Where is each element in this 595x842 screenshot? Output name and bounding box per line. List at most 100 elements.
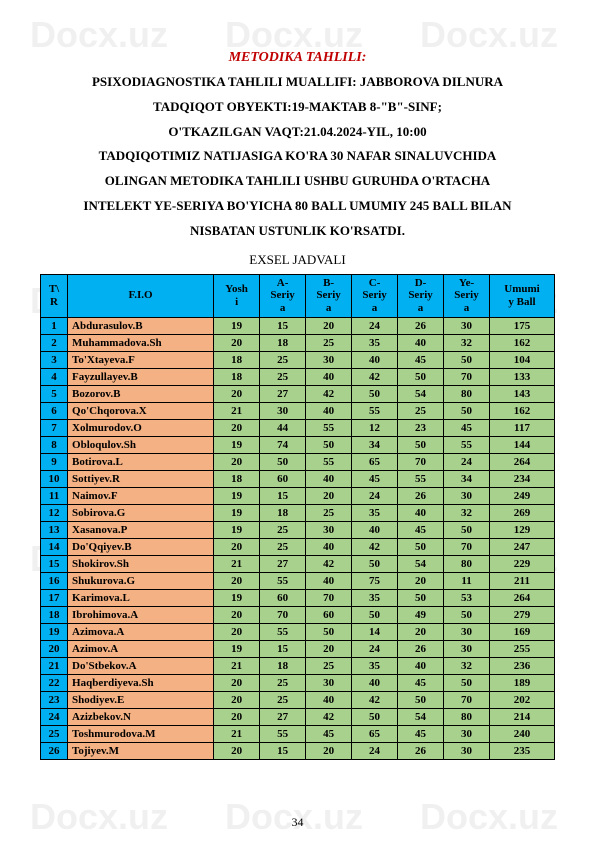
- table-cell: 3: [41, 351, 68, 368]
- table-cell: 50: [306, 436, 352, 453]
- table-cell: Botirova.L: [68, 453, 214, 470]
- table-cell: 240: [490, 725, 555, 742]
- table-cell: 27: [260, 708, 306, 725]
- table-cell: 133: [490, 368, 555, 385]
- table-cell: 21: [214, 657, 260, 674]
- table-cell: 30: [444, 317, 490, 334]
- table-cell: 42: [352, 538, 398, 555]
- table-cell: 4: [41, 368, 68, 385]
- table-cell: 50: [444, 351, 490, 368]
- table-cell: 70: [444, 368, 490, 385]
- table-cell: 202: [490, 691, 555, 708]
- table-cell: 25: [398, 402, 444, 419]
- table-cell: 25: [260, 351, 306, 368]
- table-cell: 40: [398, 334, 444, 351]
- table-cell: Haqberdiyeva.Sh: [68, 674, 214, 691]
- table-cell: 50: [306, 623, 352, 640]
- table-body: 1Abdurasulov.B1915202426301752Muhammadov…: [41, 317, 555, 759]
- table-cell: Do'Stbekov.A: [68, 657, 214, 674]
- table-cell: 19: [214, 589, 260, 606]
- table-header-cell: C-Seriya: [352, 274, 398, 317]
- table-cell: 18: [260, 334, 306, 351]
- table-cell: 23: [398, 419, 444, 436]
- table-cell: 15: [260, 317, 306, 334]
- table-cell: 247: [490, 538, 555, 555]
- table-cell: 45: [398, 521, 444, 538]
- table-cell: 55: [444, 436, 490, 453]
- table-cell: 32: [444, 504, 490, 521]
- table-cell: 117: [490, 419, 555, 436]
- table-cell: 30: [444, 742, 490, 759]
- table-cell: 40: [306, 402, 352, 419]
- table-cell: 45: [398, 674, 444, 691]
- table-cell: 42: [352, 368, 398, 385]
- table-cell: 19: [214, 436, 260, 453]
- table-cell: 55: [306, 419, 352, 436]
- table-cell: 40: [306, 538, 352, 555]
- table-cell: Sobirova.G: [68, 504, 214, 521]
- table-cell: 162: [490, 402, 555, 419]
- table-cell: Shukurova.G: [68, 572, 214, 589]
- table-cell: 18: [214, 470, 260, 487]
- table-cell: 35: [352, 504, 398, 521]
- table-cell: 129: [490, 521, 555, 538]
- table-cell: 26: [398, 317, 444, 334]
- table-cell: 236: [490, 657, 555, 674]
- table-cell: 25: [260, 538, 306, 555]
- table-cell: 40: [352, 674, 398, 691]
- table-cell: Fayzullayev.B: [68, 368, 214, 385]
- table-cell: 175: [490, 317, 555, 334]
- table-cell: 279: [490, 606, 555, 623]
- table-cell: To'Xtayeva.F: [68, 351, 214, 368]
- table-cell: 55: [352, 402, 398, 419]
- table-cell: 20: [41, 640, 68, 657]
- table-cell: 42: [352, 691, 398, 708]
- table-cell: 21: [41, 657, 68, 674]
- heading-line: INTELEKT YE-SERIYA BO'YICHA 80 BALL UMUM…: [40, 196, 555, 217]
- table-cell: 20: [214, 419, 260, 436]
- table-header-cell: D-Seriya: [398, 274, 444, 317]
- table-row: 20Azimov.A191520242630255: [41, 640, 555, 657]
- table-cell: 25: [41, 725, 68, 742]
- table-cell: 18: [41, 606, 68, 623]
- table-cell: 42: [306, 385, 352, 402]
- table-cell: 264: [490, 453, 555, 470]
- table-cell: Shodiyev.E: [68, 691, 214, 708]
- table-cell: Karimova.L: [68, 589, 214, 606]
- table-cell: 19: [214, 521, 260, 538]
- table-cell: 40: [306, 470, 352, 487]
- table-cell: 19: [41, 623, 68, 640]
- table-header-cell: Umumiy Ball: [490, 274, 555, 317]
- table-cell: 70: [444, 691, 490, 708]
- table-cell: 30: [306, 674, 352, 691]
- table-cell: 20: [306, 317, 352, 334]
- table-cell: 20: [214, 606, 260, 623]
- table-cell: 27: [260, 385, 306, 402]
- table-cell: 32: [444, 657, 490, 674]
- table-cell: Qo'Chqorova.X: [68, 402, 214, 419]
- table-cell: 25: [306, 657, 352, 674]
- table-cell: 15: [260, 487, 306, 504]
- table-cell: 45: [398, 725, 444, 742]
- table-cell: 30: [260, 402, 306, 419]
- table-cell: 40: [306, 572, 352, 589]
- table-cell: 6: [41, 402, 68, 419]
- table-title: EXSEL JADVALI: [40, 252, 555, 268]
- table-cell: 25: [260, 521, 306, 538]
- table-cell: 20: [214, 538, 260, 555]
- table-cell: 44: [260, 419, 306, 436]
- table-cell: 13: [41, 521, 68, 538]
- table-cell: 50: [352, 708, 398, 725]
- table-cell: Azimov.A: [68, 640, 214, 657]
- table-cell: 249: [490, 487, 555, 504]
- table-row: 18Ibrohimova.A207060504950279: [41, 606, 555, 623]
- table-cell: 25: [260, 674, 306, 691]
- table-row: 2Muhammadova.Sh201825354032162: [41, 334, 555, 351]
- heading-line: O'TKAZILGAN VAQT:21.04.2024-YIL, 10:00: [40, 122, 555, 143]
- table-header-cell: T\R: [41, 274, 68, 317]
- table-cell: 55: [398, 470, 444, 487]
- table-cell: 11: [444, 572, 490, 589]
- page-content: METODIKA TAHLILI: PSIXODIAGNOSTIKA TAHLI…: [0, 0, 595, 760]
- table-cell: 60: [260, 470, 306, 487]
- heading-line: TADQIQOTIMIZ NATIJASIGA KO'RA 30 NAFAR S…: [40, 146, 555, 167]
